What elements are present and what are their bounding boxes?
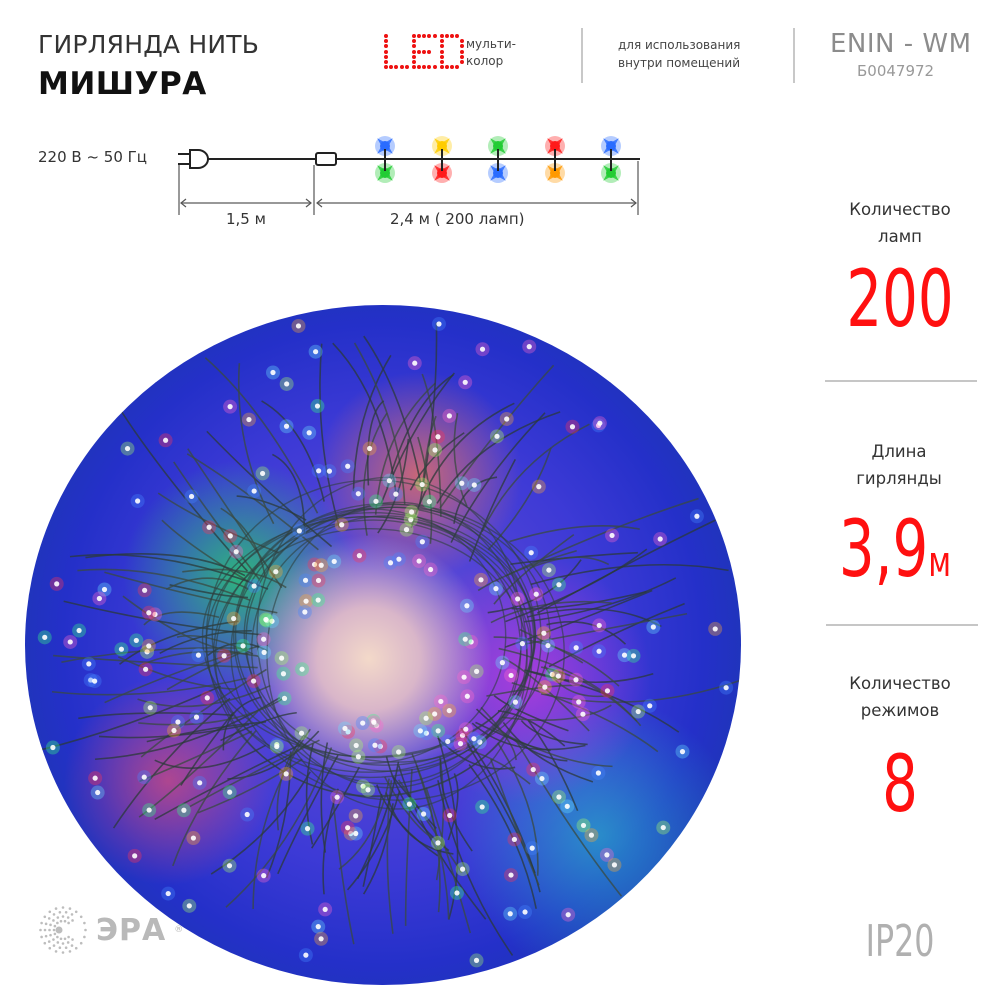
header-divider — [581, 28, 583, 83]
plug-icon — [178, 149, 209, 169]
led-color-type: мульти- колор — [466, 36, 516, 70]
garland-length-label: 2,4 м ( 200 ламп) — [390, 210, 525, 228]
led-color-type-line1: мульти- — [466, 37, 517, 51]
article-number: Б0047972 — [857, 62, 935, 80]
cable-length-label: 1,5 м — [226, 210, 266, 228]
product-title-line2: МИШУРА — [38, 66, 207, 102]
spec-lamps-value: 200 — [846, 255, 954, 345]
model-code: ENIN - WM — [830, 29, 972, 59]
spec-modes-label: Количество режимов — [815, 670, 985, 724]
brand-name: ЭРА — [96, 912, 167, 948]
spec-lamps-label: Количество ламп — [815, 196, 985, 250]
spec-length-number: 3,9 — [838, 505, 929, 595]
usage-note-line2: внутри помещений — [618, 56, 740, 70]
spec-divider — [825, 380, 977, 382]
spec-modes-label-line2: режимов — [860, 701, 940, 720]
wiring-diagram — [170, 125, 650, 224]
ip-rating: IP20 — [865, 916, 935, 967]
product-title-line1: ГИРЛЯНДА НИТЬ — [38, 30, 260, 59]
usage-note: для использования внутри помещений — [618, 36, 740, 72]
spec-length-label-line1: Длина — [871, 442, 927, 461]
registered-mark: ® — [174, 925, 184, 935]
usage-note-line1: для использования — [618, 38, 741, 52]
spec-length-label: Длина гирлянды — [814, 438, 984, 492]
spec-modes-value: 8 — [882, 740, 918, 830]
wiring-diagram-svg — [178, 136, 640, 215]
spec-length-unit: м — [928, 537, 952, 586]
garland-lights-illustration — [37, 316, 741, 968]
spec-length-label-line2: гирлянды — [856, 469, 942, 488]
led-color-type-line2: колор — [466, 54, 504, 68]
spec-lamps-label-line2: ламп — [878, 227, 922, 246]
product-photo — [25, 305, 741, 985]
brand-logo: ЭРА ® — [38, 905, 183, 955]
lamp-icons — [375, 136, 621, 183]
spec-divider — [826, 624, 978, 626]
sun-dots-icon — [39, 906, 87, 954]
led-logo — [384, 34, 465, 70]
spec-modes-label-line1: Количество — [849, 674, 951, 693]
spec-lamps-label-line1: Количество — [849, 200, 951, 219]
controller-icon — [315, 152, 337, 166]
voltage-label: 220 В ~ 50 Гц — [38, 148, 148, 166]
spec-length-value: 3,9м — [834, 505, 956, 607]
header-divider — [793, 28, 795, 83]
